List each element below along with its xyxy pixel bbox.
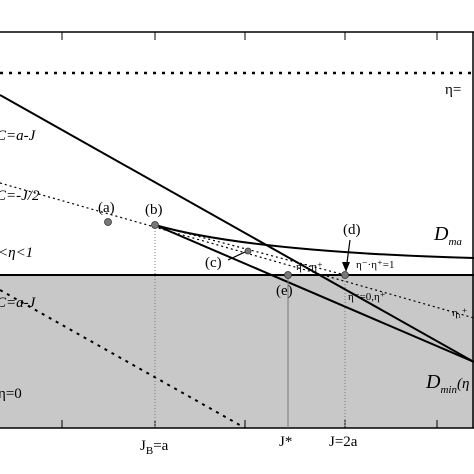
label: η= bbox=[445, 82, 461, 98]
arrow-c bbox=[227, 251, 246, 261]
label: J=2a bbox=[329, 434, 358, 450]
label: Dma bbox=[433, 223, 462, 248]
arrowhead-d bbox=[342, 262, 350, 272]
label: <η<1 bbox=[0, 245, 33, 261]
label: (e) bbox=[276, 283, 293, 299]
label: (b) bbox=[145, 202, 163, 218]
label: J* bbox=[279, 434, 292, 450]
line-c-a-j bbox=[0, 94, 474, 363]
label: η=0 bbox=[0, 386, 22, 402]
label: η⁻·η⁺ bbox=[296, 261, 323, 273]
line-d-min bbox=[154, 224, 474, 363]
label: C=a-J bbox=[0, 295, 37, 311]
label: JB=a bbox=[140, 438, 169, 457]
label: η₁⁺ bbox=[452, 307, 468, 319]
points bbox=[104, 218, 349, 279]
label: Dmin(η bbox=[425, 371, 469, 396]
shaded-region bbox=[0, 275, 474, 428]
label: C=-J/2 bbox=[0, 188, 40, 204]
label: C=a-J bbox=[0, 128, 37, 144]
line-c-a-j-lower bbox=[0, 289, 246, 429]
label: η⁻=0,η⁺ bbox=[348, 291, 386, 303]
line-c-j2 bbox=[0, 182, 474, 319]
label: (d) bbox=[343, 222, 361, 238]
label: η⁻·η⁺=1 bbox=[356, 259, 394, 271]
label: (c) bbox=[205, 255, 222, 271]
label: (a) bbox=[98, 200, 115, 216]
curve-d-max bbox=[154, 224, 474, 259]
